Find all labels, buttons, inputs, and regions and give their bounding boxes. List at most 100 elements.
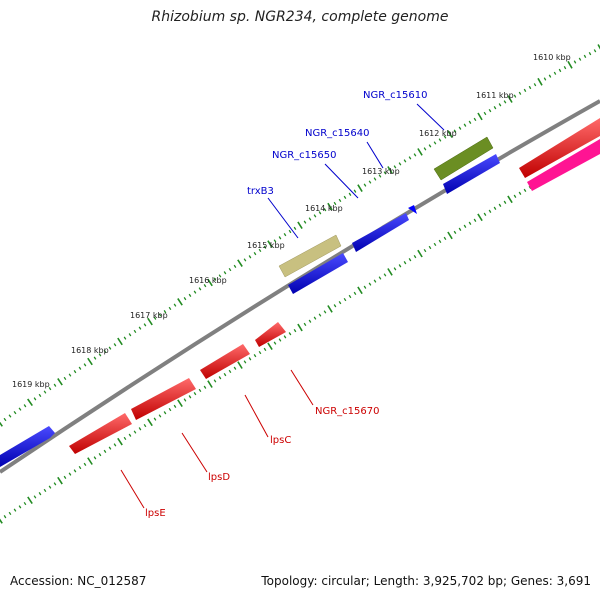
inner-tick-mark	[183, 398, 187, 402]
inner-tick-mark	[368, 282, 372, 286]
outer-tick-mark	[393, 165, 397, 169]
inner-tick-mark	[253, 354, 257, 358]
outer-tick-mark	[513, 94, 517, 98]
outer-tick-mark	[518, 91, 522, 95]
gene-forward-blue-3[interactable]	[0, 426, 55, 467]
outer-tick-mark	[433, 141, 437, 145]
label-ngr-c15670[interactable]: NGR_c15670	[315, 406, 380, 417]
outer-tick-mark	[327, 202, 333, 211]
gene-ngr-c15640[interactable]	[352, 213, 409, 252]
outer-tick-mark	[563, 65, 567, 70]
inner-tick-mark	[363, 285, 367, 289]
scale-label: 1617 kbp	[130, 311, 168, 320]
inner-tick-mark	[0, 518, 3, 524]
inner-tick-mark	[93, 456, 97, 460]
gene-reverse-pink-1[interactable]	[527, 139, 600, 191]
inner-tick-mark	[213, 379, 217, 383]
label-ngr-c15650[interactable]: NGR_c15650	[272, 150, 337, 161]
inner-tick-mark	[258, 350, 262, 355]
inner-tick-mark	[393, 267, 397, 271]
outer-tick-mark	[173, 303, 177, 307]
gene-ngr-c15670[interactable]	[255, 322, 286, 347]
inner-tick-mark	[198, 388, 202, 393]
outer-tick-mark	[453, 129, 457, 133]
outer-tick-mark	[428, 144, 432, 148]
inner-tick-mark	[387, 268, 393, 276]
outer-tick-mark	[103, 349, 107, 354]
outer-tick-mark	[297, 221, 303, 230]
inner-tick-mark	[98, 453, 102, 457]
outer-tick-mark	[63, 376, 67, 381]
inner-tick-mark	[263, 347, 267, 352]
gene-lpse[interactable]	[69, 413, 132, 454]
gene-lpsc[interactable]	[200, 344, 250, 379]
inner-tick-mark	[323, 310, 327, 314]
outer-tick-mark	[348, 192, 352, 196]
scale-label: 1619 kbp	[12, 380, 50, 389]
forward-genes	[0, 136, 500, 467]
scale-label: 1612 kbp	[419, 129, 457, 138]
outer-tick-mark	[0, 421, 3, 427]
outer-tick-mark	[133, 329, 137, 334]
label-ngr-c15610[interactable]: NGR_c15610	[363, 90, 428, 101]
inner-tick-mark	[177, 399, 183, 408]
outer-tick-mark	[223, 271, 227, 275]
outer-tick-mark	[507, 95, 513, 103]
inner-tick-mark	[63, 475, 67, 479]
outer-tick-mark	[493, 106, 497, 110]
outer-tick-mark	[468, 120, 472, 124]
outer-tick-mark	[378, 174, 382, 178]
label-ngr-c15640[interactable]: NGR_c15640	[305, 128, 370, 139]
outer-tick-mark	[593, 49, 597, 53]
inner-tick-mark	[188, 395, 192, 399]
inner-tick-mark	[313, 316, 317, 320]
inner-tick-mark	[408, 258, 412, 262]
inner-tick-mark	[38, 492, 42, 496]
outer-tick-mark	[533, 83, 537, 87]
inner-tick-mark	[78, 465, 82, 470]
outer-tick-mark	[237, 259, 243, 267]
inner-tick-mark	[143, 423, 147, 428]
gene-forward-blue-2[interactable]	[288, 253, 348, 294]
outer-tick-mark	[288, 229, 292, 234]
label-lpsd[interactable]: lpsD	[208, 472, 230, 483]
outer-tick-mark	[87, 357, 93, 366]
outer-tick-mark	[313, 214, 317, 218]
outer-tick-mark	[588, 51, 592, 56]
inner-tick-mark	[417, 249, 423, 258]
outer-tick-mark	[438, 138, 442, 142]
outer-tick-mark	[73, 370, 77, 374]
label-lpsc[interactable]: lpsC	[270, 435, 291, 446]
inner-tick-mark	[288, 332, 292, 336]
gene-ngr-c15610[interactable]	[433, 136, 494, 181]
label-trxb3[interactable]: trxB3	[247, 186, 274, 197]
inner-tick-ring	[0, 142, 600, 524]
label-lpse[interactable]: lpsE	[145, 508, 166, 519]
outer-tick-mark	[57, 378, 63, 386]
inner-tick-mark	[248, 357, 252, 361]
outer-tick-mark	[198, 287, 202, 291]
outer-tick-mark	[113, 343, 117, 347]
inner-tick-mark	[87, 457, 93, 465]
gene-lpsd[interactable]	[131, 378, 196, 420]
inner-tick-mark	[103, 449, 107, 453]
outer-tick-mark	[177, 298, 183, 306]
outer-tick-mark	[3, 417, 7, 422]
gene-ngr-c15650[interactable]	[408, 205, 417, 214]
inner-tick-mark	[237, 361, 243, 369]
outer-tick-mark	[233, 264, 237, 268]
outer-tick-mark	[357, 184, 363, 193]
outer-tick-mark	[443, 135, 447, 139]
inner-tick-mark	[453, 230, 457, 234]
inner-tick-mark	[23, 501, 27, 506]
inner-tick-mark	[223, 372, 227, 377]
inner-tick-mark	[68, 472, 72, 476]
outer-tick-mark	[368, 180, 372, 184]
inner-tick-mark	[267, 342, 273, 351]
outer-tick-mark	[353, 189, 357, 193]
outer-tick-mark	[283, 233, 287, 237]
gene-forward-blue-1[interactable]	[443, 154, 500, 194]
inner-tick-mark	[523, 188, 527, 192]
gene-reverse-red-1[interactable]	[519, 118, 600, 178]
gene-trxb3[interactable]	[278, 234, 342, 278]
